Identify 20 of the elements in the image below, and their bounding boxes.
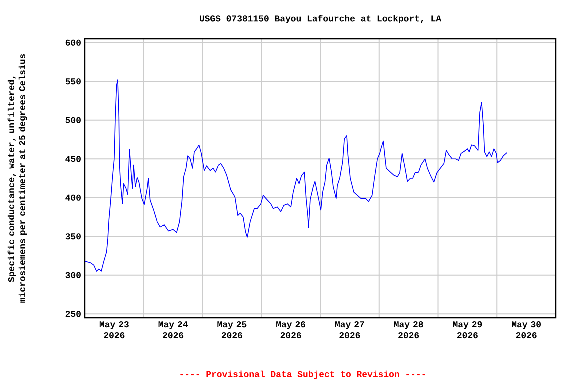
x-tick-label: May 29 2026 <box>453 322 482 339</box>
x-tick-label: May 30 2026 <box>512 322 541 339</box>
x-tick-label: May 23 2026 <box>100 322 129 339</box>
y-tick-label: 250 <box>66 311 81 318</box>
y-tick-label: 300 <box>66 272 81 278</box>
x-tick-label: May 25 2026 <box>218 322 247 339</box>
y-tick-label: 350 <box>66 234 81 240</box>
x-tick-label: May 24 2026 <box>158 322 188 339</box>
y-tick-label: 450 <box>66 156 81 162</box>
x-tick-label: May 28 2026 <box>394 322 424 339</box>
y-axis-title: Specific conductance, water, unfiltered, microsiemens per centimeter at 25 degrees Celsius <box>8 54 28 303</box>
x-tick-label: May 27 2026 <box>335 322 364 339</box>
y-tick-label: 400 <box>66 194 81 201</box>
line-series <box>85 80 508 272</box>
text: ---- Provisional Data Subject to Revision ---- <box>180 370 426 380</box>
y-tick-label: 550 <box>66 78 81 85</box>
x-tick-label: May 26 2026 <box>276 322 306 339</box>
y-tick-label: 500 <box>66 117 81 124</box>
y-tick-label: 600 <box>66 40 81 46</box>
chart-title: USGS 07381150 Bayou Lafourche at Lockport, LA <box>200 15 442 24</box>
